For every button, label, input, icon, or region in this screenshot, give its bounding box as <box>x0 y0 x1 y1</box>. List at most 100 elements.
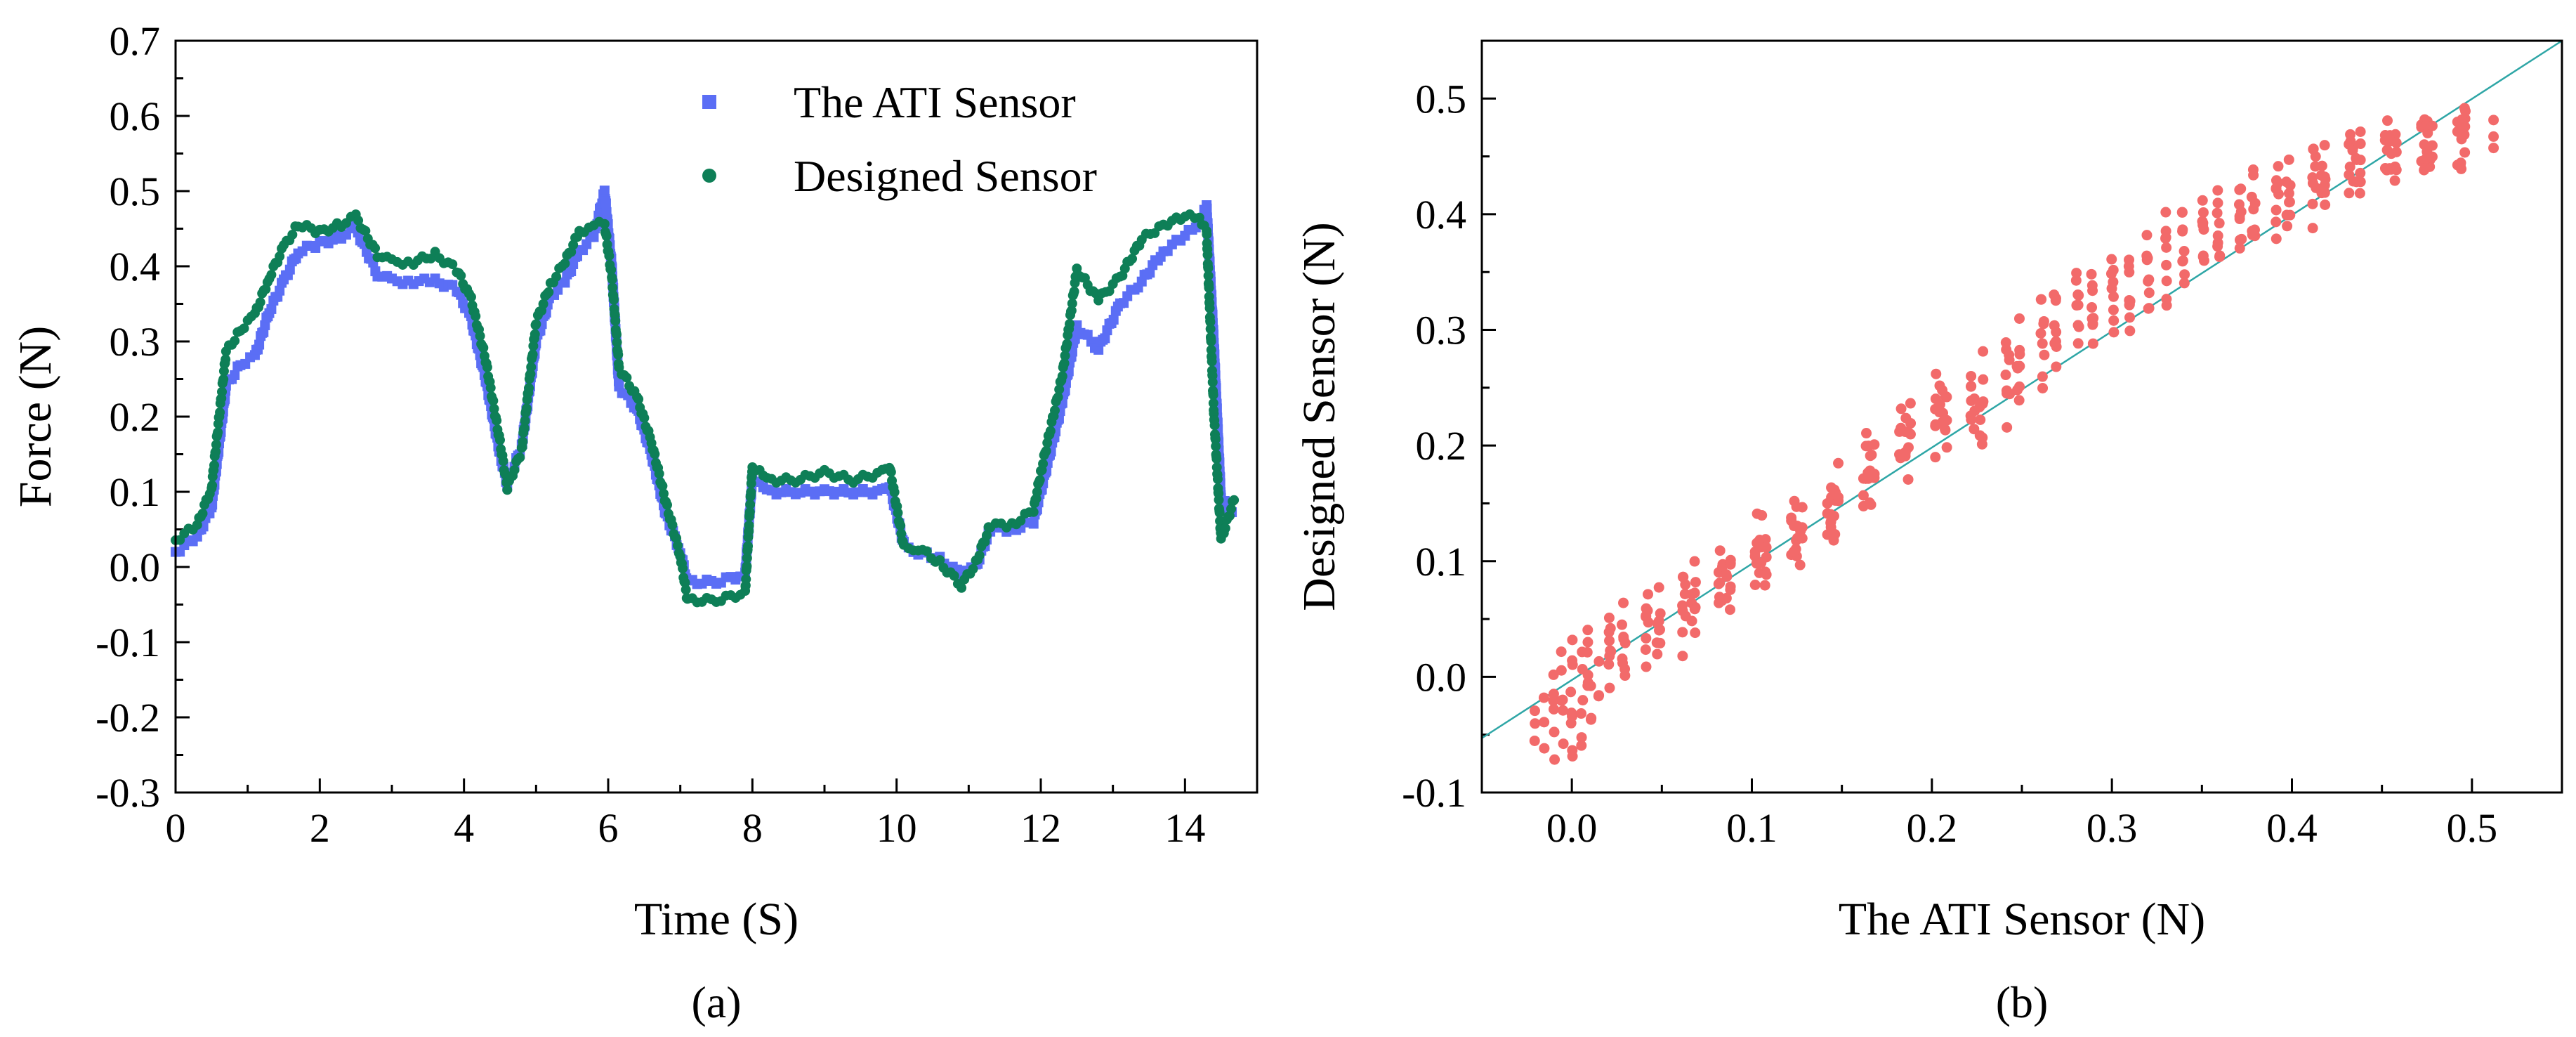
designed-series-marker <box>921 546 932 556</box>
panel-b-y-axis-title: Designed Sensor (N) <box>1294 222 1345 611</box>
designed-series-marker <box>889 487 900 497</box>
ati-series-marker <box>1093 344 1104 355</box>
designed-series-marker <box>217 386 227 397</box>
scatter-point <box>1941 391 1952 403</box>
scatter-point <box>1652 648 1663 660</box>
designed-series-marker <box>1127 254 1138 264</box>
designed-series-marker <box>742 561 752 571</box>
designed-series-marker <box>604 251 615 261</box>
scatter-point <box>1860 441 1872 452</box>
panel-a-legend: The ATI Sensor Designed Sensor <box>702 77 1097 201</box>
designed-series-marker <box>611 330 622 340</box>
designed-series-marker <box>1211 441 1221 452</box>
designed-series-marker <box>524 383 534 393</box>
scatter-point <box>1548 695 1559 706</box>
scatter-point <box>1567 745 1578 756</box>
scatter-point <box>2108 304 2119 315</box>
scatter-point <box>1714 592 1725 603</box>
designed-series-marker <box>287 229 298 240</box>
designed-series-marker <box>560 259 570 269</box>
scatter-point <box>1549 703 1560 715</box>
scatter-point <box>1974 430 1985 441</box>
panel-a-x-tick-label: 12 <box>1020 805 1061 851</box>
scatter-point <box>2233 199 2245 210</box>
designed-series-marker <box>982 530 992 540</box>
designed-series-marker <box>633 394 644 405</box>
scatter-point <box>2391 146 2402 157</box>
panel-b-y-tick-label: 0.5 <box>1416 76 1467 122</box>
scatter-point <box>2247 229 2258 240</box>
designed-series-marker <box>485 383 496 393</box>
scatter-point <box>2073 289 2084 301</box>
scatter-point <box>1567 634 1578 646</box>
designed-series-marker <box>744 520 754 530</box>
ati-series-marker <box>266 304 277 314</box>
scatter-point <box>2319 187 2330 198</box>
panel-a-x-tick-label: 6 <box>598 805 619 851</box>
designed-series-marker <box>1059 358 1070 369</box>
scatter-point <box>2141 230 2153 241</box>
designed-series-marker <box>447 259 458 270</box>
scatter-point <box>1978 396 1989 407</box>
scatter-point <box>2051 361 2062 372</box>
designed-series-marker <box>471 311 481 322</box>
scatter-point <box>1826 482 1837 493</box>
scatter-point <box>2038 315 2049 327</box>
scatter-point <box>1895 422 1907 433</box>
scatter-point <box>2108 291 2119 302</box>
designed-series-marker <box>218 374 229 384</box>
designed-series-marker <box>744 507 755 517</box>
designed-series-marker <box>1053 392 1063 403</box>
designed-series-marker <box>1054 384 1065 395</box>
scatter-point <box>2282 221 2293 232</box>
designed-series-marker <box>745 500 756 510</box>
panel-b-y-tick-label: 0.2 <box>1416 423 1467 469</box>
scatter-point <box>2281 176 2292 188</box>
designed-series-marker <box>531 319 541 330</box>
designed-series-marker <box>1205 324 1216 334</box>
ati-series-marker <box>254 339 265 350</box>
scatter-point <box>2426 120 2438 131</box>
panel-a-y-axis-title: Force (N) <box>10 326 61 507</box>
designed-series-marker <box>1072 263 1082 274</box>
ati-series-marker <box>1100 333 1110 344</box>
scatter-point <box>2049 338 2061 349</box>
panel-b-chart: 0.0 0.1 0.2 0.3 0.4 0.5 -0.1 0.0 0.1 0.2 0.3 0.4 0.5… <box>1294 39 2563 1027</box>
panel-b-y-tick-label: -0.1 <box>1402 770 1466 816</box>
scatter-point <box>2271 216 2282 228</box>
scatter-point <box>1558 705 1569 716</box>
scatter-point <box>2284 197 2295 208</box>
designed-series-marker <box>671 533 682 543</box>
scatter-point <box>2000 370 2011 381</box>
designed-series-marker <box>370 243 381 254</box>
scatter-point <box>1760 534 1771 545</box>
scatter-point <box>2035 327 2046 339</box>
scatter-point <box>1861 428 1872 439</box>
scatter-point <box>1593 656 1605 667</box>
scatter-point <box>2355 155 2366 166</box>
scatter-point <box>1577 695 1589 706</box>
scatter-point <box>1690 577 1701 588</box>
scatter-point <box>1796 533 1808 544</box>
scatter-point <box>1677 651 1688 662</box>
scatter-point <box>1549 726 1560 738</box>
scatter-point <box>1833 457 1844 469</box>
scatter-point <box>1539 717 1550 728</box>
designed-series-marker <box>1214 495 1224 505</box>
panel-a-y-tick-label: -0.1 <box>96 620 160 665</box>
panel-b-x-tick-label: 0.3 <box>2087 805 2138 851</box>
panel-b-x-tick-label: 0.1 <box>1726 805 1777 851</box>
scatter-point <box>1556 646 1567 658</box>
designed-series-marker <box>492 415 502 426</box>
scatter-point <box>2271 175 2282 186</box>
panel-a-ticks: 0 2 4 6 8 10 12 14 -0.3 -0.2 -0.1 0.0 0.1 0.2 0.3 0.4 0.… <box>96 18 1205 851</box>
designed-series-marker <box>197 508 208 518</box>
panel-a-x-tick-label: 8 <box>742 805 763 851</box>
scatter-point <box>2354 188 2365 199</box>
designed-series-marker <box>456 270 466 281</box>
scatter-point <box>1603 627 1615 638</box>
scatter-point <box>2197 207 2209 218</box>
designed-series-marker <box>520 415 530 426</box>
scatter-point <box>2236 233 2247 244</box>
